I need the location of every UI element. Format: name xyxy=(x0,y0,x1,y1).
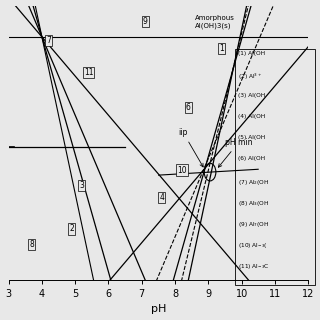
Text: (2) Al$^{3+}$: (2) Al$^{3+}$ xyxy=(238,72,263,82)
X-axis label: pH: pH xyxy=(151,304,166,315)
Text: (9) Al$_7$(OH: (9) Al$_7$(OH xyxy=(238,220,270,229)
Text: (6) Al(OH: (6) Al(OH xyxy=(238,156,266,161)
Text: 9: 9 xyxy=(143,17,148,26)
Text: 6: 6 xyxy=(186,103,191,112)
Text: pH min: pH min xyxy=(218,138,252,167)
Text: (4) Al(OH: (4) Al(OH xyxy=(238,114,266,119)
Text: iip: iip xyxy=(179,128,203,167)
Text: (3) Al(OH: (3) Al(OH xyxy=(238,93,266,98)
Text: 2: 2 xyxy=(69,224,74,233)
Text: Amorphous
Al(OH)3(s): Amorphous Al(OH)3(s) xyxy=(195,15,235,29)
Text: 8: 8 xyxy=(29,240,34,249)
Text: 7: 7 xyxy=(46,36,51,45)
Text: 1: 1 xyxy=(219,44,224,53)
Text: (1) Al(OH: (1) Al(OH xyxy=(238,51,266,56)
Text: 4: 4 xyxy=(159,193,164,202)
Text: 10: 10 xyxy=(177,166,187,175)
Text: (8) Al$_3$(OH: (8) Al$_3$(OH xyxy=(238,199,270,208)
FancyBboxPatch shape xyxy=(235,49,315,285)
Text: 3: 3 xyxy=(79,181,84,190)
Text: (5) Al(OH: (5) Al(OH xyxy=(238,135,266,140)
Text: (10) Al$_{-3}$(: (10) Al$_{-3}$( xyxy=(238,241,268,250)
Text: (7) Al$_2$(OH: (7) Al$_2$(OH xyxy=(238,178,270,187)
Text: 11: 11 xyxy=(84,68,93,77)
Text: (11) Al$_{-3}$C: (11) Al$_{-3}$C xyxy=(238,262,270,271)
